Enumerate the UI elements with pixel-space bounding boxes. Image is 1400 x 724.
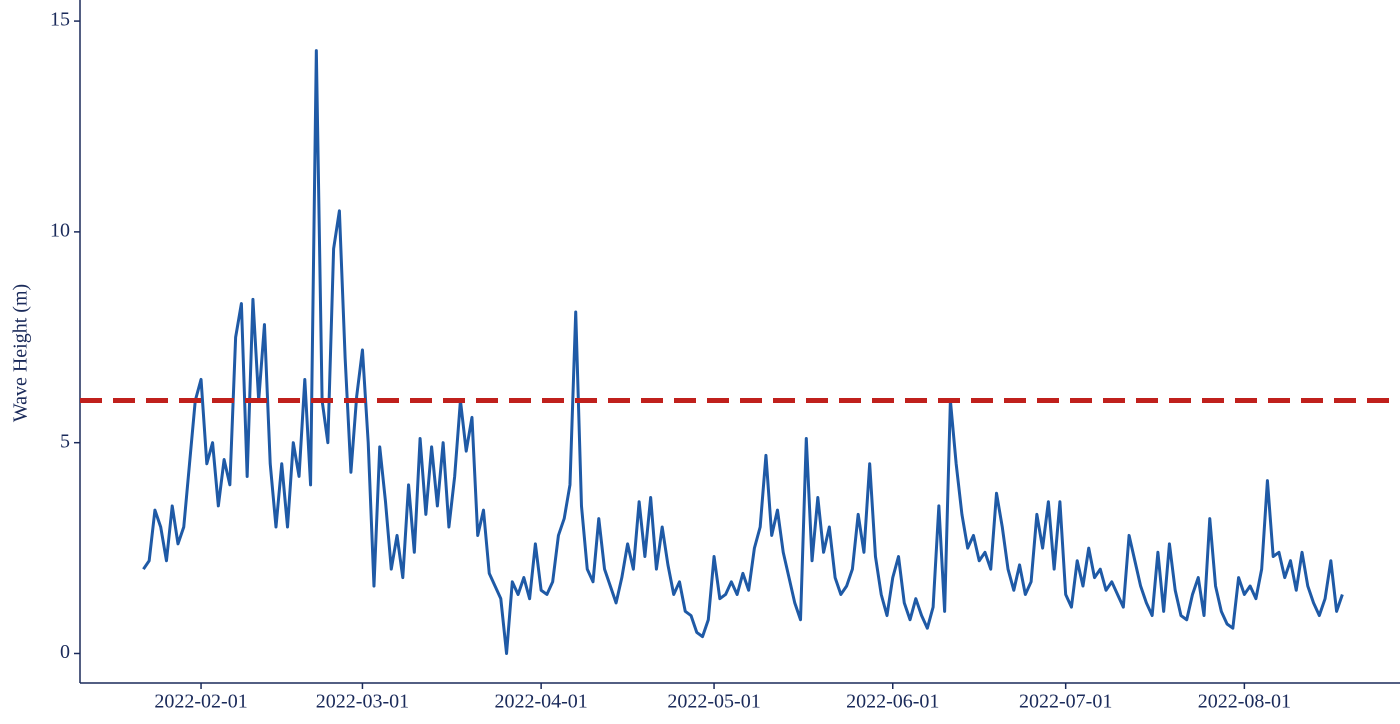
x-tick-label: 2022-03-01 <box>316 691 409 713</box>
y-tick-label: 5 <box>60 430 70 452</box>
x-tick-label: 2022-04-01 <box>494 691 587 713</box>
x-tick-label: 2022-08-01 <box>1198 691 1291 713</box>
y-tick-label: 0 <box>60 641 70 663</box>
series-line <box>142 49 1344 655</box>
x-tick-label: 2022-06-01 <box>846 691 939 713</box>
x-tick-label: 2022-07-01 <box>1019 691 1112 713</box>
x-tick-label: 2022-05-01 <box>667 691 760 713</box>
x-tick-label: 2022-02-01 <box>154 691 247 713</box>
y-tick-label: 15 <box>50 9 70 31</box>
y-tick-label: 10 <box>50 219 70 241</box>
y-axis-label: Wave Height (m) <box>10 284 32 422</box>
